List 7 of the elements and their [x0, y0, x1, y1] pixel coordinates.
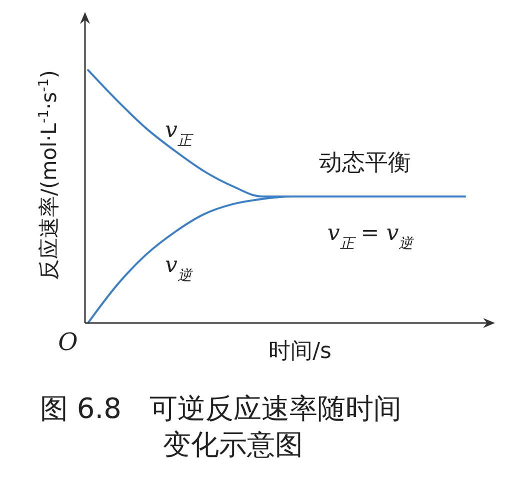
caption: 图 6.8 可逆反应速率随时间变化示意图 [40, 392, 402, 461]
annotation: 动态平衡 [319, 150, 411, 176]
annotation: v$_{正}$ = v$_{逆}$ [327, 221, 415, 252]
text: O [58, 328, 78, 356]
x-axis-title: 时间/s [268, 339, 332, 364]
series-label: v$_{逆}$ [165, 253, 194, 284]
series-label: v$_{正}$ [165, 118, 194, 149]
